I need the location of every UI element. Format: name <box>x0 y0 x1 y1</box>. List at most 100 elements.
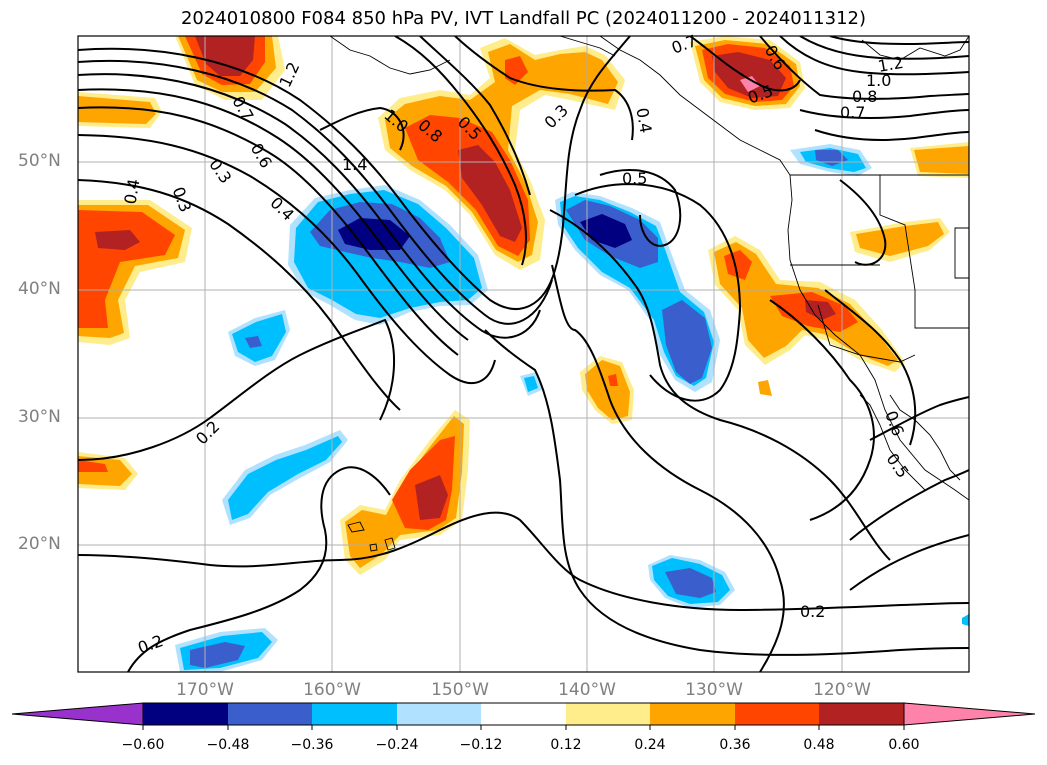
contour-line <box>759 36 969 100</box>
colorbar-tick-label: −0.48 <box>206 737 250 753</box>
contour-label: 0.2 <box>135 631 165 658</box>
coastline <box>559 36 616 57</box>
island <box>384 537 396 551</box>
colorbar-segment <box>566 703 650 725</box>
contour-label: 0.3 <box>169 184 196 214</box>
negative-anomaly-region <box>190 642 245 668</box>
contour-label: 0.7 <box>840 103 865 122</box>
contour-line <box>689 36 801 92</box>
colorbar-tick-label: 0.36 <box>719 737 751 753</box>
lon-label-140w: 140°W <box>558 680 616 700</box>
colorbar-tick-label: 0.48 <box>803 737 835 753</box>
negative-anomaly-region <box>228 436 342 520</box>
shaded-field-layer <box>78 36 969 672</box>
contour-label: 0.4 <box>120 177 143 205</box>
negative-anomaly-region <box>962 614 969 626</box>
contour-label: 0.5 <box>622 169 647 188</box>
colorbar-segment <box>735 703 819 725</box>
contour-label: 0.5 <box>882 450 912 482</box>
colorbar-tick-label: −0.60 <box>121 737 165 753</box>
contour-line <box>549 209 891 561</box>
border <box>879 175 969 329</box>
colorbar-tick-label: −0.36 <box>290 737 334 753</box>
colorbar-tick-label: 0.24 <box>634 737 666 753</box>
colorbar-segment <box>650 703 735 725</box>
map-title: 2024010800 F084 850 hPa PV, IVT Landfall… <box>180 8 867 29</box>
positive-anomaly-region <box>95 230 140 250</box>
contour-line <box>551 264 785 672</box>
coastline <box>861 36 969 61</box>
negative-anomaly-region <box>665 568 716 598</box>
positive-anomaly-region <box>195 36 255 76</box>
contour-line <box>839 179 887 266</box>
positive-anomaly-region <box>78 96 156 124</box>
positive-anomaly-region <box>740 76 760 92</box>
contour-line <box>319 106 405 151</box>
contour-line <box>484 329 969 656</box>
contour-line <box>769 299 875 521</box>
negative-anomaly-region <box>245 336 262 348</box>
positive-anomaly-region <box>856 222 944 256</box>
contour-line <box>78 106 459 356</box>
contour-label: 0.2 <box>800 602 825 621</box>
contour-line <box>574 183 742 402</box>
contour-line <box>799 36 969 60</box>
contour-line <box>78 36 631 310</box>
lat-label-30n: 30°N <box>18 407 61 427</box>
colorbar-tick-label: −0.24 <box>375 737 419 753</box>
contour-label: 0.3 <box>541 101 572 132</box>
positive-anomaly-region <box>805 300 836 320</box>
lon-label-160w: 160°W <box>303 680 361 700</box>
contour-line <box>869 396 969 441</box>
positive-anomaly-region <box>458 145 522 242</box>
coastline <box>859 394 926 491</box>
contour-label: 1.4 <box>342 155 367 174</box>
contour-line <box>127 466 391 672</box>
lon-label-150w: 150°W <box>431 680 489 700</box>
colorbar-frame <box>142 702 905 726</box>
contour-line <box>78 59 553 325</box>
positive-anomaly-region <box>415 475 448 520</box>
contours <box>78 36 969 672</box>
colorbar-segment <box>481 703 566 725</box>
positive-anomaly-region <box>78 460 108 472</box>
colorbar-segment <box>143 703 228 725</box>
contour-label: 1.2 <box>876 53 904 76</box>
contour-line <box>78 134 496 385</box>
colorbar-segment <box>819 703 904 725</box>
contour-line <box>849 534 969 591</box>
contour-label: 1.0 <box>866 71 891 90</box>
contour-line <box>454 36 634 141</box>
positive-anomaly-region <box>914 146 969 174</box>
contour-line <box>599 169 682 247</box>
lon-label-120w: 120°W <box>813 680 871 700</box>
negative-anomaly-region <box>232 314 286 362</box>
colorbar-ticks <box>142 725 905 730</box>
lat-label-40n: 40°N <box>18 279 61 299</box>
contour-line <box>849 469 969 541</box>
coastline <box>329 36 451 75</box>
contour-line <box>814 129 969 141</box>
positive-anomaly-region <box>608 374 618 386</box>
map-frame <box>77 35 970 673</box>
lat-label-50n: 50°N <box>18 151 61 171</box>
contour-line <box>78 88 469 341</box>
colorbar-segment <box>397 703 481 725</box>
island <box>369 543 378 552</box>
contour-line <box>78 511 969 612</box>
contour-label: 0.4 <box>266 193 297 224</box>
island <box>347 521 365 533</box>
contour-label: 0.8 <box>852 87 877 106</box>
graticule <box>78 36 969 672</box>
contour-label: 0.2 <box>192 417 223 448</box>
contour-label: 0.4 <box>632 106 655 134</box>
positive-anomaly-region <box>712 52 786 98</box>
contour-line <box>829 36 969 46</box>
coastline <box>889 394 961 481</box>
contour-label: 0.3 <box>205 155 235 187</box>
contour-line <box>419 36 531 196</box>
contour-label: 0.6 <box>247 140 276 172</box>
colorbar-under-arrow <box>11 702 144 726</box>
colorbar-segment <box>312 703 397 725</box>
